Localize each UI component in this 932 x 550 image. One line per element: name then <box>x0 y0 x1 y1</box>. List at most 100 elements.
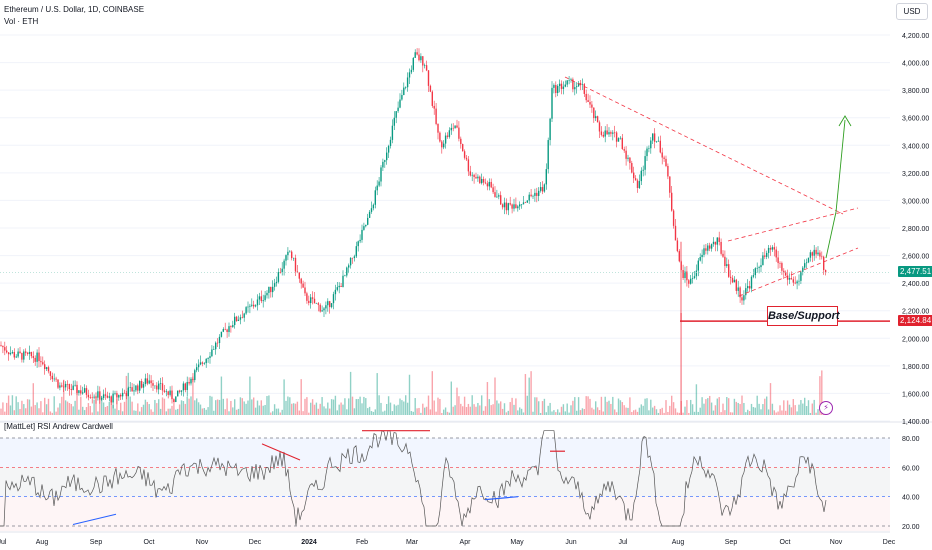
volume-bar <box>606 401 608 415</box>
candle-body <box>194 370 196 381</box>
volume-bar <box>758 403 760 415</box>
x-tick-label: Sep <box>725 539 738 546</box>
candle-body <box>368 211 371 218</box>
volume-bar <box>672 402 675 415</box>
volume-bar <box>572 400 574 415</box>
volume-bar <box>355 399 357 415</box>
volume-bar <box>412 411 414 415</box>
candle-body <box>627 157 629 159</box>
lightning-icon[interactable]: ⚡ <box>819 401 833 415</box>
candle-body <box>184 383 186 390</box>
candle-body <box>631 163 633 173</box>
x-tick-label: Sep <box>90 539 103 546</box>
candle-body <box>674 225 677 241</box>
volume-bar <box>444 407 447 415</box>
candle-body <box>254 305 257 307</box>
volume-bar <box>395 405 397 415</box>
x-tick-label: Jul <box>619 539 628 546</box>
volume-bar <box>410 411 413 415</box>
candle-body <box>403 87 405 95</box>
volume-bar <box>131 401 133 415</box>
volume-bar <box>494 377 496 415</box>
volume-bar <box>674 408 677 415</box>
volume-bar <box>253 397 255 415</box>
volume-bar <box>792 399 794 415</box>
candle-body <box>15 356 17 358</box>
time-axis: Jul Aug Sep Oct Nov Dec 2024 Feb Mar Apr May Jun Jul… <box>0 531 896 546</box>
volume-bar <box>427 395 430 415</box>
candle-body <box>805 262 808 264</box>
candle-body <box>372 204 375 209</box>
volume-bar <box>296 401 299 415</box>
candle-body <box>279 272 281 273</box>
volume-bar <box>424 407 426 415</box>
volume-bar <box>291 403 293 415</box>
volume-bar <box>346 409 348 415</box>
volume-bar <box>481 395 483 415</box>
volume-bar <box>716 398 718 415</box>
candle-body <box>577 82 580 87</box>
candle-body <box>815 249 817 255</box>
volume-bar <box>302 411 304 415</box>
candle-body <box>824 269 827 273</box>
candle-body <box>446 135 449 137</box>
candle-body <box>239 317 242 320</box>
volume-bar <box>344 398 346 415</box>
candle-body <box>785 272 787 276</box>
candle-body <box>182 383 185 391</box>
candle-body <box>690 278 692 284</box>
volume-bar <box>63 379 65 415</box>
volume-bar <box>104 406 107 415</box>
volume-bar <box>796 411 798 415</box>
volume-bar <box>762 404 764 415</box>
volume-bar <box>387 396 390 415</box>
x-tick-label: Nov <box>196 539 209 546</box>
volume-bar <box>106 405 109 415</box>
candle-body <box>205 358 207 364</box>
candle-body <box>807 257 810 263</box>
candle-body <box>766 252 768 257</box>
candle-body <box>64 383 67 388</box>
candle-body <box>315 303 318 304</box>
volume-bar <box>325 408 327 415</box>
candle-body <box>545 169 547 185</box>
volume-bar <box>659 408 661 415</box>
candle-body <box>714 241 717 245</box>
volume-bar <box>329 408 331 415</box>
candle-body <box>306 293 308 301</box>
volume-bar <box>416 408 418 415</box>
candle-body <box>348 265 350 268</box>
volume-bar <box>87 403 90 415</box>
volume-bar <box>652 407 654 415</box>
candle-body <box>634 178 637 181</box>
candle-body <box>13 352 15 358</box>
candle-body <box>59 385 61 388</box>
currency-button[interactable]: USD <box>896 3 928 20</box>
volume-bar <box>376 373 378 415</box>
volume-bar <box>165 411 167 415</box>
volume-bar <box>310 402 312 415</box>
volume-bar <box>218 399 221 415</box>
volume-bar <box>486 382 489 415</box>
candle-body <box>621 137 623 150</box>
candle-body <box>473 174 475 177</box>
volume-bar <box>101 396 103 415</box>
volume-label: Vol · ETH <box>4 17 39 26</box>
candle-body <box>330 303 333 308</box>
volume-bar <box>549 402 551 415</box>
volume-bar <box>579 410 582 415</box>
volume-bar <box>526 395 528 415</box>
candle-body <box>11 352 14 353</box>
candle-body <box>437 123 439 133</box>
volume-bar <box>405 395 407 415</box>
volume-bar <box>638 407 641 415</box>
candle-body <box>539 187 542 191</box>
volume-bar <box>199 404 202 415</box>
volume-bar <box>235 409 238 415</box>
candle-body <box>140 381 143 388</box>
support-annotation-label: Base/Support <box>767 306 840 326</box>
volume-bar <box>154 399 156 415</box>
volume-bar <box>114 408 116 415</box>
volume-bar <box>97 411 99 415</box>
